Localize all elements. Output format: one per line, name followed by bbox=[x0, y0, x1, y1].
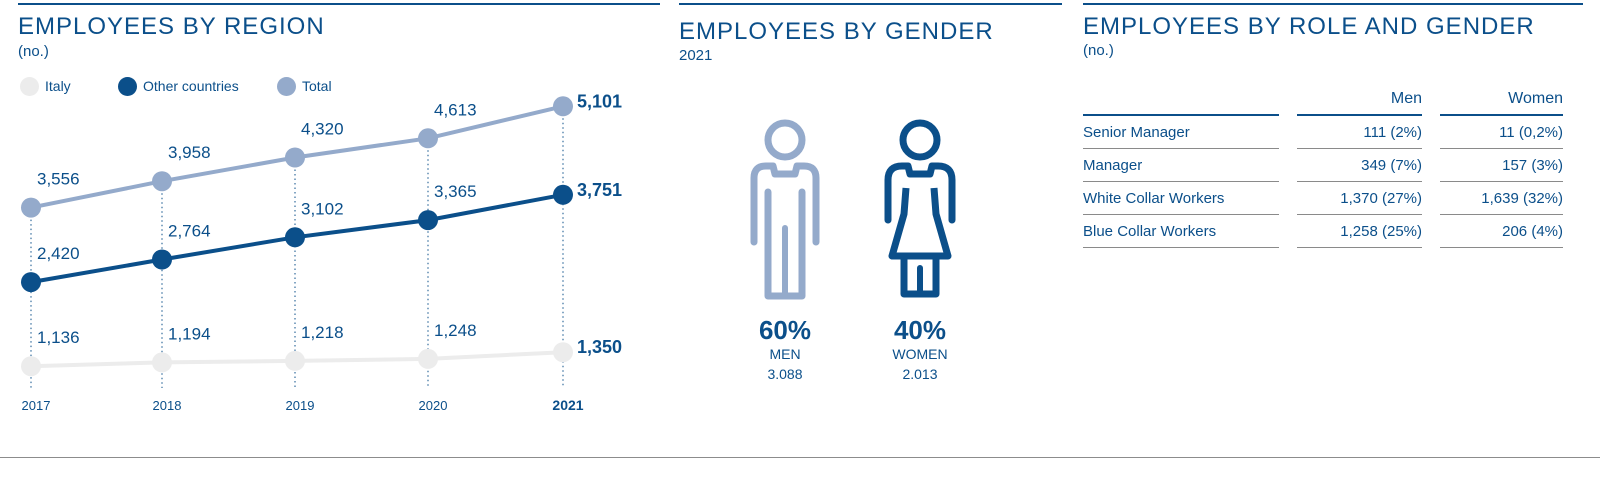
x-tick-label-2019: 2019 bbox=[286, 398, 315, 413]
x-tick-label-2021: 2021 bbox=[552, 397, 583, 413]
roles-title: EMPLOYEES BY ROLE AND GENDER bbox=[1083, 13, 1535, 40]
cell-gap bbox=[1422, 116, 1440, 149]
role-cell: Blue Collar Workers bbox=[1083, 215, 1279, 248]
men-label: MEN bbox=[769, 346, 801, 362]
legend-item-italy: Italy bbox=[20, 76, 71, 96]
women-cell: 206 (4%) bbox=[1440, 215, 1563, 248]
roles-table: Men Women Senior Manager 111 (2%) 11 (0,… bbox=[1083, 88, 1563, 248]
header-gap bbox=[1422, 88, 1440, 116]
x-tick-label-2018: 2018 bbox=[153, 398, 182, 413]
region-title: EMPLOYEES BY REGION bbox=[18, 13, 325, 40]
women-count: 2.013 bbox=[902, 366, 938, 382]
data-point-italy-2017 bbox=[21, 356, 41, 377]
men-percent: 60% bbox=[758, 315, 812, 345]
women-cell: 1,639 (32%) bbox=[1440, 182, 1563, 215]
cell-gap bbox=[1279, 116, 1297, 149]
legend-dot-italy bbox=[20, 76, 39, 96]
region-top-rule bbox=[18, 3, 660, 5]
men-cell: 1,370 (27%) bbox=[1297, 182, 1422, 215]
roles-table-header: Men Women bbox=[1083, 88, 1563, 116]
data-point-other-countries-2020 bbox=[418, 210, 438, 231]
cell-gap bbox=[1279, 182, 1297, 215]
table-row: Senior Manager 111 (2%) 11 (0,2%) bbox=[1083, 116, 1563, 149]
bottom-rule bbox=[0, 457, 1600, 458]
role-cell: White Collar Workers bbox=[1083, 182, 1279, 215]
roles-top-rule bbox=[1083, 3, 1583, 5]
region-line-chart: 2017 2018 2019 2020 2021 1,136 1,194 1,218 1,248… bbox=[21, 91, 622, 413]
data-label-total-2018: 3,958 bbox=[168, 143, 211, 162]
women-percent: 40% bbox=[893, 315, 947, 345]
table-row: White Collar Workers 1,370 (27%) 1,639 (… bbox=[1083, 182, 1563, 215]
man-icon bbox=[750, 119, 820, 300]
data-label-total-2017: 3,556 bbox=[37, 170, 80, 189]
header-role bbox=[1083, 88, 1279, 116]
legend-label-other-countries: Other countries bbox=[143, 78, 239, 94]
woman-icon bbox=[884, 119, 956, 298]
x-tick-label-2020: 2020 bbox=[419, 398, 448, 413]
legend-label-italy: Italy bbox=[45, 78, 71, 94]
data-point-other-countries-2017 bbox=[21, 272, 41, 293]
data-point-italy-2020 bbox=[418, 348, 438, 369]
men-count: 3.088 bbox=[767, 366, 803, 382]
data-label-italy-2017: 1,136 bbox=[37, 328, 80, 347]
data-point-italy-2019 bbox=[285, 350, 305, 371]
data-label-italy-2019: 1,218 bbox=[301, 323, 344, 342]
header-gap bbox=[1279, 88, 1297, 116]
men-cell: 111 (2%) bbox=[1297, 116, 1422, 149]
data-point-total-2017 bbox=[21, 197, 41, 218]
data-point-other-countries-2019 bbox=[285, 227, 305, 248]
gender-subtitle: 2021 bbox=[679, 47, 713, 64]
data-point-other-countries-2021 bbox=[553, 184, 573, 205]
data-label-total-2019: 4,320 bbox=[301, 120, 344, 139]
legend-item-other-countries: Other countries bbox=[118, 76, 239, 96]
cell-gap bbox=[1422, 182, 1440, 215]
gender-top-rule bbox=[679, 3, 1062, 5]
data-label-other-countries-2020: 3,365 bbox=[434, 182, 477, 201]
men-cell: 1,258 (25%) bbox=[1297, 215, 1422, 248]
data-label-italy-2021: 1,350 bbox=[577, 337, 622, 357]
data-point-other-countries-2018 bbox=[152, 249, 172, 270]
data-label-italy-2018: 1,194 bbox=[168, 324, 211, 343]
table-row: Blue Collar Workers 1,258 (25%) 206 (4%) bbox=[1083, 215, 1563, 248]
data-point-total-2018 bbox=[152, 171, 172, 192]
data-point-italy-2021 bbox=[553, 342, 573, 363]
cell-gap bbox=[1279, 149, 1297, 182]
cell-gap bbox=[1422, 215, 1440, 248]
data-label-italy-2020: 1,248 bbox=[434, 321, 477, 340]
data-point-total-2019 bbox=[285, 147, 305, 168]
table-row: Manager 349 (7%) 157 (3%) bbox=[1083, 149, 1563, 182]
women-cell: 157 (3%) bbox=[1440, 149, 1563, 182]
data-point-total-2020 bbox=[418, 128, 438, 149]
women-label: WOMEN bbox=[892, 346, 948, 362]
men-cell: 349 (7%) bbox=[1297, 149, 1422, 182]
data-label-other-countries-2018: 2,764 bbox=[168, 222, 211, 241]
legend-label-total: Total bbox=[302, 78, 332, 94]
data-label-total-2020: 4,613 bbox=[434, 100, 477, 119]
header-men: Men bbox=[1297, 88, 1422, 116]
cell-gap bbox=[1422, 149, 1440, 182]
women-cell: 11 (0,2%) bbox=[1440, 116, 1563, 149]
legend-item-total: Total bbox=[277, 76, 332, 96]
data-point-italy-2018 bbox=[152, 352, 172, 373]
legend-dot-other-countries bbox=[118, 76, 137, 96]
x-tick-label-2017: 2017 bbox=[22, 398, 51, 413]
legend-dot-total bbox=[277, 76, 296, 96]
data-label-total-2021: 5,101 bbox=[577, 91, 622, 111]
cell-gap bbox=[1279, 215, 1297, 248]
data-label-other-countries-2019: 3,102 bbox=[301, 199, 344, 218]
data-label-other-countries-2021: 3,751 bbox=[577, 180, 622, 200]
roles-subtitle: (no.) bbox=[1083, 42, 1114, 59]
role-cell: Manager bbox=[1083, 149, 1279, 182]
role-cell: Senior Manager bbox=[1083, 116, 1279, 149]
data-point-total-2021 bbox=[553, 96, 573, 117]
header-women: Women bbox=[1440, 88, 1563, 116]
region-subtitle: (no.) bbox=[18, 43, 49, 60]
data-label-other-countries-2017: 2,420 bbox=[37, 244, 80, 263]
gender-title: EMPLOYEES BY GENDER bbox=[679, 18, 994, 45]
